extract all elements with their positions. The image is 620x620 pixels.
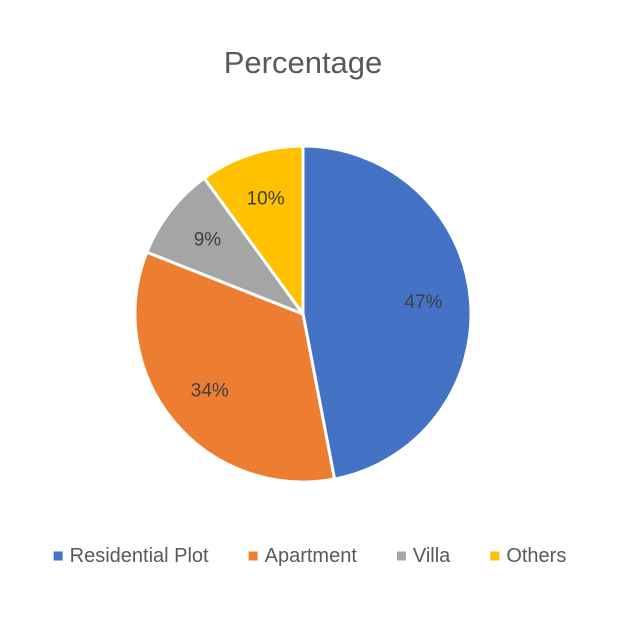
legend-swatch-residential-plot <box>53 551 63 561</box>
data-label-apartment: 34% <box>191 381 229 402</box>
legend-item-villa: Villa <box>396 545 451 567</box>
legend-item-others: Others <box>490 545 566 567</box>
legend-item-residential-plot: Residential Plot <box>53 545 209 567</box>
data-label-villa: 9% <box>194 229 222 250</box>
legend-label-others: Others <box>506 545 566 567</box>
data-label-others: 10% <box>247 188 285 209</box>
pie-slices <box>133 144 473 484</box>
pie-slice-apartment <box>133 250 336 484</box>
pie-slice-villa <box>145 176 305 316</box>
pie-slice-residential-plot <box>301 144 473 481</box>
legend-item-apartment: Apartment <box>248 545 358 567</box>
legend: Residential Plot Apartment Villa Others <box>53 545 566 567</box>
pie-slice-others <box>202 144 305 316</box>
legend-label-villa: Villa <box>413 545 451 567</box>
data-label-residential-plot: 47% <box>404 292 442 313</box>
legend-swatch-villa <box>396 551 406 561</box>
chart-title: Percentage <box>224 45 383 80</box>
pie-data-labels: 47% 34% 9% 10% <box>191 188 443 401</box>
legend-swatch-others <box>490 551 500 561</box>
legend-label-residential-plot: Residential Plot <box>70 545 209 567</box>
legend-swatch-apartment <box>248 551 258 561</box>
legend-label-apartment: Apartment <box>265 545 358 567</box>
